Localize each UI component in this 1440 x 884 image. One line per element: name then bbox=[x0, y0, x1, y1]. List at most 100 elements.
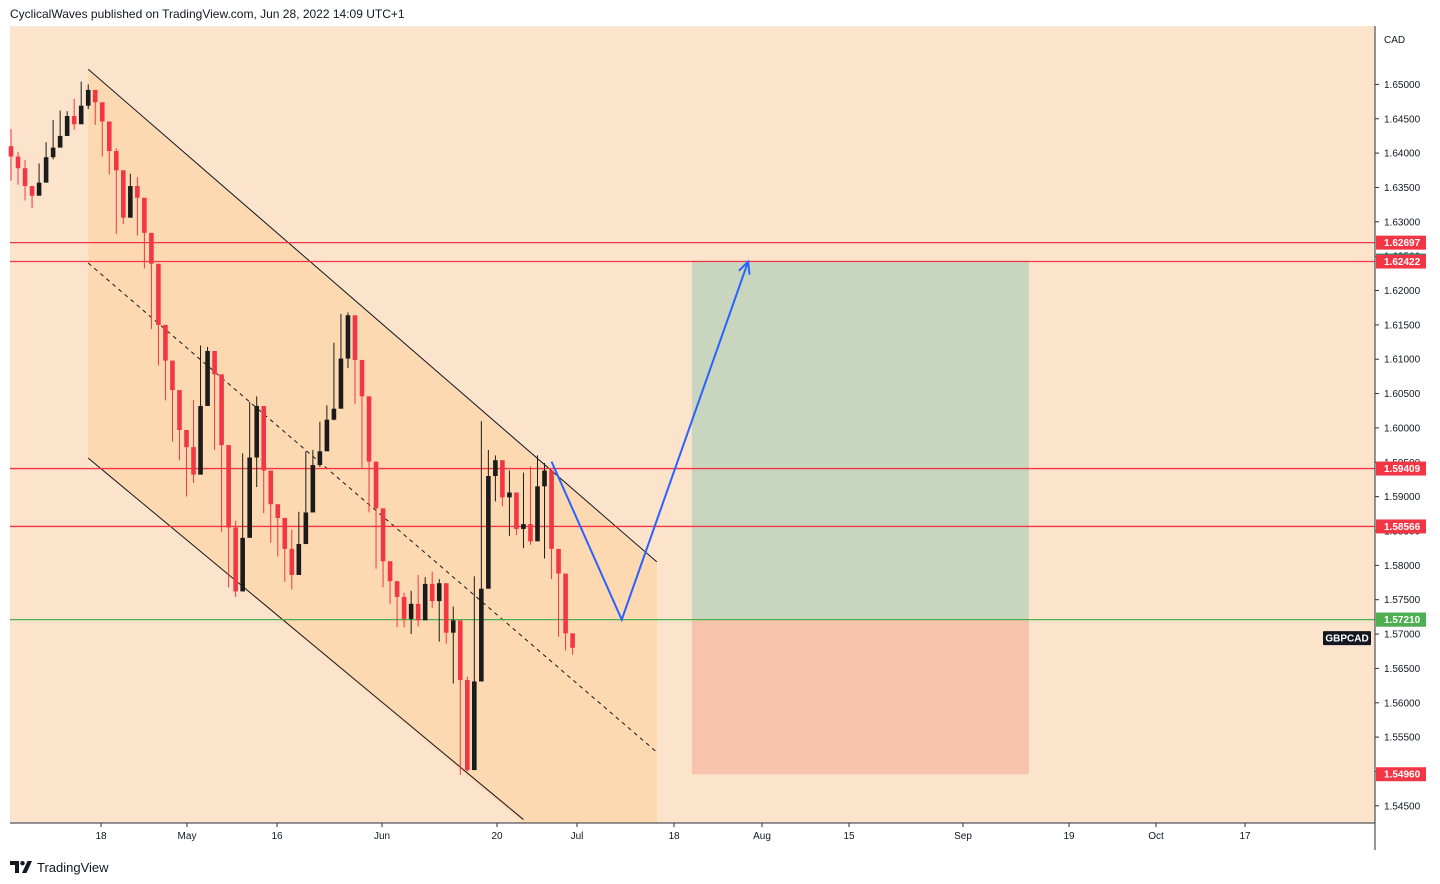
price-tag bbox=[1376, 235, 1426, 250]
candle bbox=[443, 583, 449, 644]
candle-body bbox=[233, 527, 238, 592]
candle bbox=[128, 173, 133, 218]
candle-body bbox=[191, 447, 196, 475]
candle bbox=[254, 396, 259, 488]
stop-zone bbox=[691, 619, 1029, 775]
candle bbox=[43, 142, 49, 183]
candle bbox=[142, 197, 147, 269]
x-tick-label: 19 bbox=[1063, 831, 1075, 842]
candle-body bbox=[366, 396, 372, 462]
candle-body bbox=[380, 508, 386, 562]
candle-body bbox=[542, 470, 547, 487]
candle-body bbox=[22, 168, 28, 187]
x-tick-label: 16 bbox=[271, 831, 283, 842]
candle-body bbox=[310, 465, 316, 513]
candle-body bbox=[507, 492, 512, 498]
candle bbox=[85, 84, 91, 110]
candle-body bbox=[43, 157, 49, 183]
candle-body bbox=[135, 186, 140, 198]
candle-body bbox=[296, 544, 302, 575]
candle-body bbox=[401, 596, 407, 619]
candle-body bbox=[549, 470, 554, 549]
candle bbox=[36, 163, 42, 196]
candle-body bbox=[177, 390, 182, 430]
candle-body bbox=[156, 263, 161, 325]
candle bbox=[486, 449, 491, 589]
y-tick-label: 1.62000 bbox=[1384, 286, 1421, 297]
y-tick-label: 1.57000 bbox=[1384, 630, 1421, 641]
candle bbox=[465, 676, 470, 772]
candle-body bbox=[324, 419, 330, 452]
candle-body bbox=[345, 315, 351, 359]
candle-body bbox=[121, 170, 126, 218]
candle bbox=[366, 396, 372, 513]
candle bbox=[310, 449, 316, 513]
candle-body bbox=[436, 583, 442, 602]
x-tick-label: 17 bbox=[1239, 831, 1251, 842]
candle bbox=[359, 359, 365, 468]
y-tick-label: 1.60500 bbox=[1384, 389, 1421, 400]
x-tick-label: May bbox=[178, 831, 197, 842]
x-tick-label: Sep bbox=[954, 831, 972, 842]
y-tick-label: 1.61500 bbox=[1384, 320, 1421, 331]
candle bbox=[528, 466, 533, 545]
candle-body bbox=[114, 151, 119, 171]
candle-body bbox=[254, 405, 259, 458]
x-tick-label: 18 bbox=[95, 831, 107, 842]
currency-label: CAD bbox=[1384, 35, 1405, 46]
price-tag-label: 1.54960 bbox=[1384, 770, 1421, 781]
candle-body bbox=[219, 374, 224, 446]
candle bbox=[191, 399, 196, 483]
candle-body bbox=[106, 121, 112, 152]
candle bbox=[415, 574, 421, 627]
candle bbox=[401, 592, 407, 628]
candle bbox=[114, 148, 119, 235]
candle bbox=[472, 576, 477, 771]
candle-body bbox=[556, 548, 561, 574]
tradingview-footer[interactable]: TradingView bbox=[10, 856, 109, 878]
candle bbox=[387, 561, 393, 604]
candle-body bbox=[8, 146, 14, 157]
candle bbox=[394, 581, 400, 628]
candle bbox=[198, 345, 203, 475]
y-tick-label: 1.58000 bbox=[1384, 561, 1421, 572]
projection-arrowhead bbox=[738, 259, 751, 275]
y-tick-label: 1.64500 bbox=[1384, 114, 1421, 125]
y-tick-label: 1.61000 bbox=[1384, 355, 1421, 366]
candle bbox=[149, 232, 154, 329]
candle bbox=[261, 405, 267, 514]
candle-body bbox=[535, 486, 540, 542]
candle bbox=[493, 455, 498, 502]
price-tag-label: 1.58566 bbox=[1384, 522, 1421, 533]
candle bbox=[303, 451, 309, 545]
price-tag-label: 1.62697 bbox=[1384, 238, 1421, 249]
candle-body bbox=[450, 620, 456, 633]
candle-body bbox=[317, 451, 323, 466]
candle bbox=[345, 312, 351, 369]
candle-body bbox=[359, 359, 365, 397]
candle-body bbox=[261, 405, 267, 471]
symbol-tag bbox=[1323, 631, 1371, 646]
candle-body bbox=[352, 315, 358, 360]
candle-body bbox=[563, 573, 568, 634]
candle bbox=[50, 120, 56, 160]
price-tag bbox=[1376, 767, 1426, 782]
candle-body bbox=[422, 583, 428, 621]
candle-body bbox=[149, 232, 154, 264]
candle bbox=[549, 470, 554, 580]
price-tag-label: 1.62422 bbox=[1384, 257, 1421, 268]
price-tag bbox=[1376, 461, 1426, 476]
candle bbox=[247, 401, 252, 538]
tradingview-brand: TradingView bbox=[37, 859, 109, 875]
projection-path bbox=[550, 261, 750, 623]
candle-body bbox=[429, 583, 435, 602]
candles bbox=[8, 81, 575, 775]
candle bbox=[352, 315, 358, 404]
price-tag-label: 1.57210 bbox=[1384, 615, 1421, 626]
price-tag bbox=[1376, 612, 1426, 627]
candle bbox=[535, 455, 540, 542]
candle-body bbox=[465, 680, 470, 771]
candle-body bbox=[50, 147, 56, 158]
candle-body bbox=[408, 603, 414, 619]
